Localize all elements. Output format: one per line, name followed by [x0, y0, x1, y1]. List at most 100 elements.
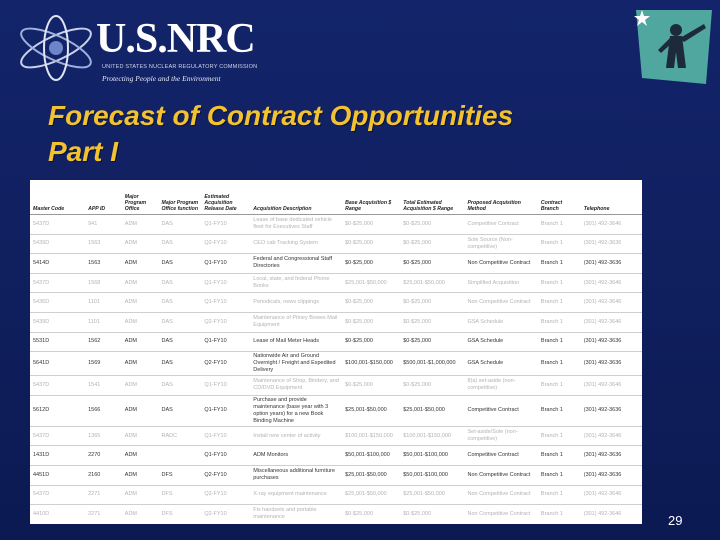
table-cell: Q1-FY10: [201, 426, 251, 447]
table-cell: (301) 492-3646: [580, 375, 642, 396]
table-cell: (301) 492-3646: [580, 292, 642, 313]
table-cell: ADM Monitors: [250, 445, 343, 466]
table-header-row: Master Code APP ID Major Program Office Maj…: [30, 180, 642, 215]
table-cell: $0-$25,000: [342, 214, 401, 235]
table-cell: Non Competitive Contract: [464, 504, 538, 524]
column-header: Contract Branch: [537, 180, 581, 215]
table-cell: Branch 1: [537, 426, 581, 447]
table-cell: Maintenance of Pitney Bowes Mail Equipme…: [250, 312, 343, 333]
table-cell: Q2-FY10: [201, 465, 251, 486]
table-cell: Branch 1: [537, 351, 581, 377]
table-cell: $0-$25,000: [400, 312, 465, 333]
table-cell: 1562: [85, 332, 122, 353]
table-cell: $100,001-$150,000: [400, 426, 465, 447]
logo-name: U.S.NRC: [96, 16, 256, 62]
table-cell: 5437D: [30, 214, 86, 235]
table-cell: ADM: [121, 332, 159, 353]
figure-with-star-icon: [634, 10, 712, 84]
table-cell: DFS: [158, 504, 202, 524]
table-cell: 1563: [85, 253, 122, 274]
table-cell: DFS: [158, 485, 202, 506]
table-cell: Install new center of activity: [250, 426, 343, 447]
table-cell: $50,001-$100,000: [400, 465, 465, 486]
table-cell: Branch 1: [537, 465, 581, 486]
table-cell: 2271: [85, 504, 122, 524]
table-cell: ADM: [121, 426, 159, 447]
table-cell: ADM: [121, 395, 159, 427]
table-cell: X-ray equipment maintenance: [250, 485, 343, 506]
table-cell: 5531D: [30, 332, 86, 353]
title-line-2: Part I: [48, 136, 119, 167]
column-header: Telephone: [580, 180, 642, 215]
contract-opportunities-table-panel: Master Code APP ID Major Program Office Maj…: [30, 180, 642, 524]
table-cell: (301) 492-3646: [580, 426, 642, 447]
table-body: 5437D 941 ADM DAS Q1-FY10 Lease of base dedic…: [30, 214, 642, 524]
table-cell: RADC: [158, 426, 202, 447]
table-cell: $0-$25,000: [342, 234, 401, 255]
table-cell: [158, 445, 202, 466]
table-cell: 2160: [85, 465, 122, 486]
table-cell: 2270: [85, 445, 122, 466]
table-cell: $0-$25,000: [400, 332, 465, 353]
atom-emblem-icon: [20, 15, 92, 81]
table-cell: Q1-FY10: [201, 273, 251, 294]
logo-tagline: Protecting People and the Environment: [102, 74, 221, 83]
table-cell: Set-aside/Sole (non-competitive): [464, 426, 538, 447]
table-cell: $100,001-$150,000: [342, 351, 401, 377]
table-cell: Local, state, and federal Phone Books: [250, 273, 343, 294]
table-cell: (301) 492-3646: [580, 273, 642, 294]
table-cell: DAS: [158, 375, 202, 396]
table-cell: Sole Source (Non-competitive): [464, 234, 538, 255]
table-cell: Simplified Acquisition: [464, 273, 538, 294]
table-cell: 8(a) set-aside (non-competitive): [464, 375, 538, 396]
table-row: 4451D 2160 ADM DFS Q2-FY10 Miscellaneous addi…: [30, 465, 642, 486]
table-cell: $0-$25,000: [400, 504, 465, 524]
table-cell: $25,001-$50,000: [342, 273, 401, 294]
table-cell: 1101: [85, 312, 122, 333]
table-cell: Branch 1: [537, 273, 581, 294]
table-cell: Q1-FY10: [201, 292, 251, 313]
table-cell: Non Competitive Contract: [464, 253, 538, 274]
table-cell: Q1-FY10: [201, 332, 251, 353]
table-cell: $0-$25,000: [400, 375, 465, 396]
table-cell: Non Competitive Contract: [464, 465, 538, 486]
table-cell: ADM: [121, 375, 159, 396]
table-cell: $0-$25,000: [342, 332, 401, 353]
table-cell: ADM: [121, 485, 159, 506]
table-cell: Q1-FY10: [201, 253, 251, 274]
table-cell: $0-$25,000: [400, 214, 465, 235]
table-cell: $0-$25,000: [342, 253, 401, 274]
table-cell: DAS: [158, 234, 202, 255]
table-row: 5437D 1541 ADM DAS Q1-FY10 Maintenance of Sho…: [30, 375, 642, 396]
table-row: 5439D 1563 ADM DAS Q2-FY10 CEO cab Tracking S…: [30, 234, 642, 255]
table-cell: $25,001-$50,000: [342, 485, 401, 506]
table-cell: (301) 492-3646: [580, 312, 642, 333]
table-row: 5612D 1566 ADM DAS Q1-FY10 Purchase and provi…: [30, 395, 642, 427]
column-header: APP ID: [85, 180, 122, 215]
table-cell: DAS: [158, 253, 202, 274]
column-header: Major Program Office: [121, 180, 159, 215]
table-cell: 1569: [85, 351, 122, 377]
table-cell: Branch 1: [537, 485, 581, 506]
table-cell: Q2-FY10: [201, 234, 251, 255]
table-cell: $500,001-$1,000,000: [400, 351, 465, 377]
column-header: Proposed Acquisition Method: [464, 180, 538, 215]
table-cell: Lease of base dedicated vehicle fleet fo…: [250, 214, 343, 235]
table-cell: 5439D: [30, 312, 86, 333]
table-cell: 1568: [85, 273, 122, 294]
table-cell: Branch 1: [537, 332, 581, 353]
table-cell: 5436D: [30, 292, 86, 313]
table-cell: Fix handsets and portable maintenance: [250, 504, 343, 524]
column-header: Estimated Acquisition Release Date: [201, 180, 251, 215]
table-cell: Branch 1: [537, 375, 581, 396]
table-cell: Competitive Contract: [464, 445, 538, 466]
table-cell: $25,001-$50,000: [342, 395, 401, 427]
table-cell: Branch 1: [537, 504, 581, 524]
table-cell: ADM: [121, 445, 159, 466]
table-row: 1431D 2270 ADM Q1-FY10 ADM Monitors $50,001-$…: [30, 445, 642, 466]
table-cell: 941: [85, 214, 122, 235]
table-cell: Q1-FY10: [201, 395, 251, 427]
table-row: 5436D 1101 ADM DAS Q1-FY10 Periodicals, news …: [30, 292, 642, 313]
table-cell: GSA Schedule: [464, 351, 538, 377]
table-cell: $25,001-$50,000: [400, 395, 465, 427]
